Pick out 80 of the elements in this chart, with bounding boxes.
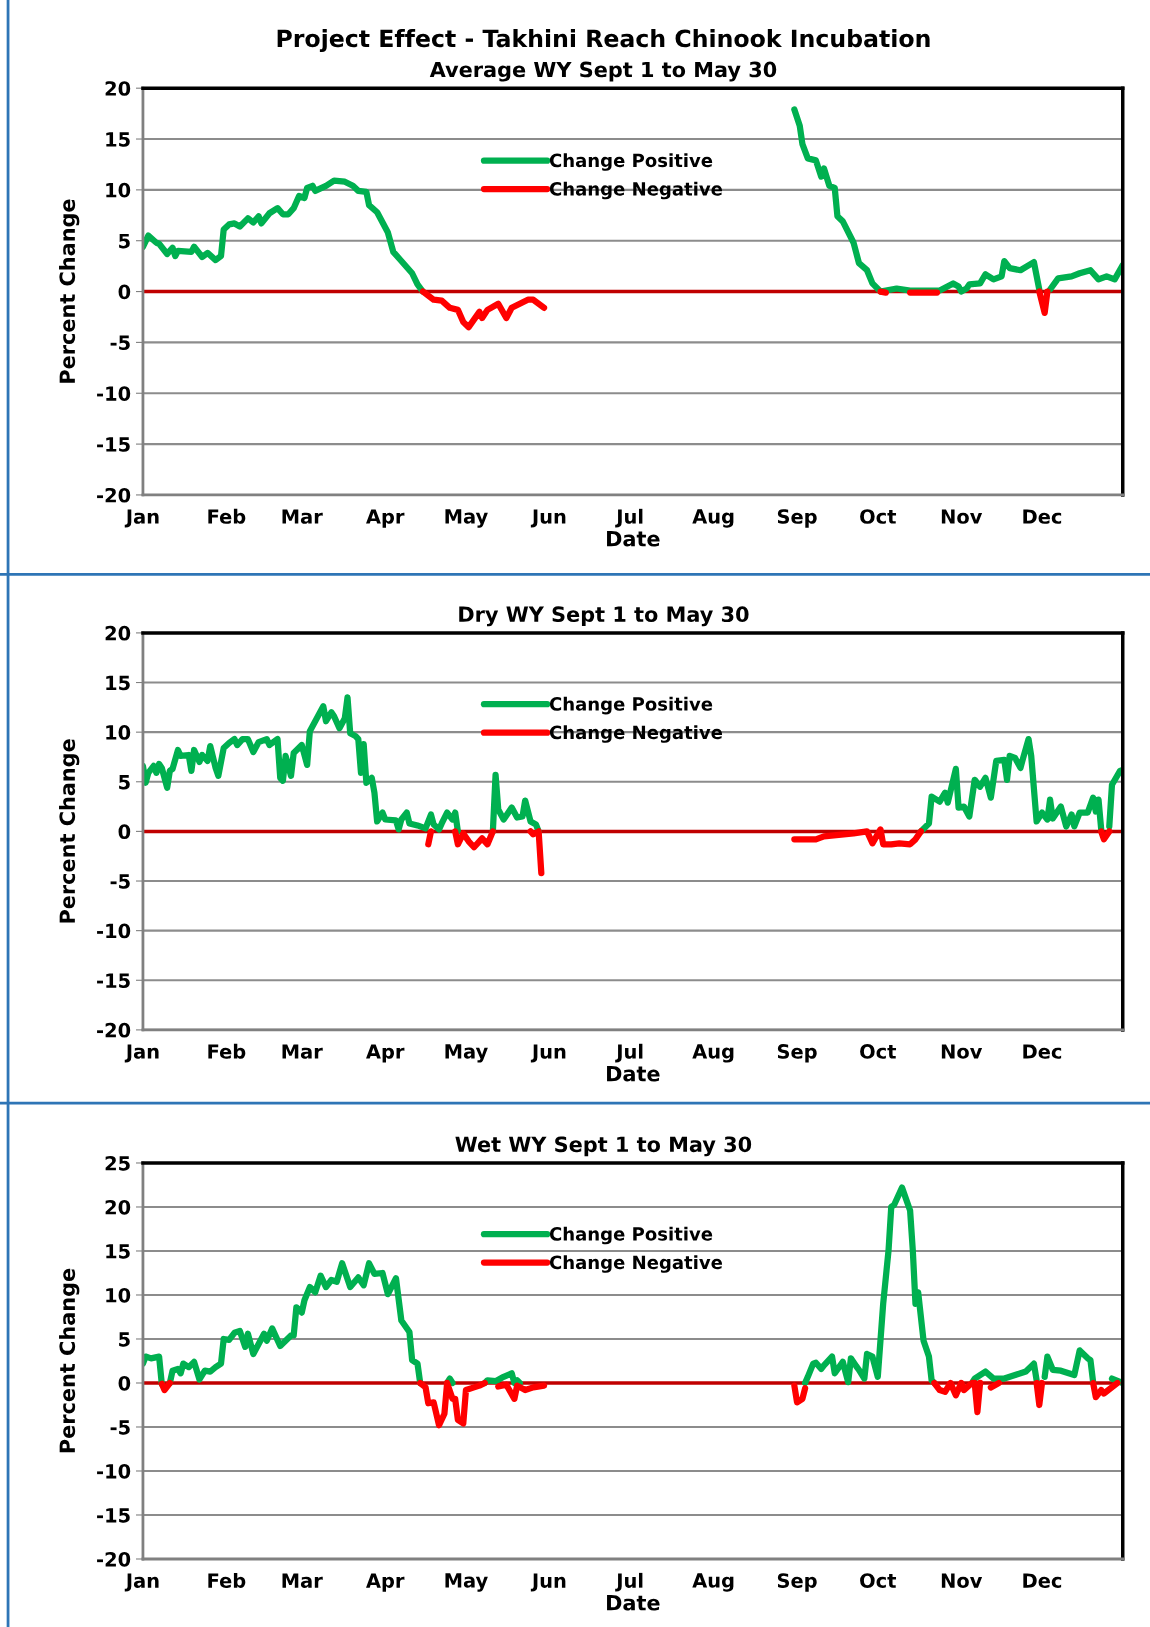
x-tick-label: Oct xyxy=(860,509,897,524)
x-tick-label: May xyxy=(445,509,488,528)
x-tick-label: Jul xyxy=(615,508,643,528)
chart-title: Project Effect - Takhini Reach Chinook Incubation xyxy=(277,29,930,53)
y-tick-label: -5 xyxy=(110,1420,130,1435)
x-tick-label: Jul xyxy=(615,1043,643,1063)
y-tick-label: -5 xyxy=(110,335,130,351)
legend-label: Change Negative xyxy=(549,1255,723,1273)
y-tick-label: 25 xyxy=(105,1155,130,1171)
x-tick-label: Nov xyxy=(941,1044,983,1059)
y-tick-label: -20 xyxy=(97,1551,131,1567)
x-tick-label: Sep xyxy=(777,1044,817,1063)
y-tick-label: 0 xyxy=(118,824,131,840)
legend-label: Change Negative xyxy=(549,725,723,743)
y-tick-label: 20 xyxy=(105,81,131,96)
x-tick-label: Sep xyxy=(777,509,817,528)
x-tick-label: Oct xyxy=(860,1044,897,1059)
legend-label: Change Positive xyxy=(549,1226,713,1245)
y-tick-label: -5 xyxy=(110,874,130,889)
legend-label: Change Negative xyxy=(549,181,723,200)
y-tick-label: -15 xyxy=(97,1508,130,1523)
y-axis-title: Percent Change xyxy=(59,1268,80,1453)
x-tick-label: Aug xyxy=(692,509,734,528)
x-tick-label: Jul xyxy=(615,1572,643,1592)
y-tick-label: 15 xyxy=(106,132,130,147)
y-axis-title: Percent Change xyxy=(59,199,80,383)
x-tick-label: Dec xyxy=(1023,1044,1062,1059)
y-tick-label: 5 xyxy=(119,1332,130,1347)
x-tick-label: Nov xyxy=(941,509,983,524)
y-tick-label: -20 xyxy=(97,487,131,503)
chart-title: Dry WY Sept 1 to May 30 xyxy=(459,606,749,627)
x-tick-label: Sep xyxy=(777,1573,817,1592)
x-tick-label: May xyxy=(445,1573,488,1592)
x-tick-label: Mar xyxy=(282,1044,323,1059)
y-tick-label: 10 xyxy=(106,1287,131,1303)
y-tick-label: 15 xyxy=(106,1244,130,1259)
y-tick-label: -20 xyxy=(97,1022,131,1038)
y-tick-label: 15 xyxy=(106,675,130,691)
y-tick-label: 10 xyxy=(106,725,131,740)
y-tick-label: 0 xyxy=(118,1375,131,1391)
x-tick-label: Nov xyxy=(941,1573,983,1588)
y-tick-label: 0 xyxy=(118,284,131,300)
y-tick-label: 5 xyxy=(119,233,130,249)
x-tick-label: Mar xyxy=(282,1573,323,1588)
x-tick-label: Feb xyxy=(208,1572,246,1588)
x-tick-label: Jan xyxy=(124,1044,159,1063)
y-tick-label: -10 xyxy=(97,386,131,401)
y-tick-label: 20 xyxy=(105,625,131,641)
y-tick-label: 5 xyxy=(119,774,130,790)
y-tick-label: -15 xyxy=(97,437,130,452)
x-tick-label: Aug xyxy=(692,1044,734,1063)
y-tick-label: -10 xyxy=(97,923,131,939)
x-tick-label: Oct xyxy=(860,1573,897,1588)
x-tick-label: Jun xyxy=(530,1573,566,1592)
x-axis-title: Date xyxy=(607,531,660,547)
x-tick-label: Feb xyxy=(208,508,246,524)
x-tick-label: Jun xyxy=(530,1044,566,1063)
legend-label: Change Positive xyxy=(549,153,713,171)
y-tick-label: 20 xyxy=(105,1199,131,1215)
x-tick-label: Apr xyxy=(366,1573,405,1592)
x-tick-label: Aug xyxy=(692,1573,734,1592)
y-tick-label: 10 xyxy=(106,182,131,198)
x-axis-title: Date xyxy=(607,1066,660,1082)
chart-subtitle: Average WY Sept 1 to May 30 xyxy=(429,61,777,82)
y-tick-label: -10 xyxy=(97,1463,131,1479)
chart-title: Wet WY Sept 1 to May 30 xyxy=(455,1136,752,1157)
x-tick-label: May xyxy=(445,1044,488,1063)
x-tick-label: Mar xyxy=(282,509,323,524)
x-tick-label: Dec xyxy=(1023,1573,1062,1588)
y-tick-label: -15 xyxy=(97,973,130,988)
y-axis-title: Percent Change xyxy=(59,739,80,923)
x-tick-label: Jan xyxy=(124,1573,159,1592)
x-axis-title: Date xyxy=(607,1595,660,1611)
x-tick-label: Feb xyxy=(208,1043,246,1059)
x-tick-label: Apr xyxy=(366,1044,405,1063)
x-tick-label: Dec xyxy=(1023,509,1062,524)
legend-label: Change Positive xyxy=(549,696,713,715)
x-tick-label: Jan xyxy=(124,509,159,528)
x-tick-label: Apr xyxy=(366,509,405,528)
x-tick-label: Jun xyxy=(530,509,566,528)
